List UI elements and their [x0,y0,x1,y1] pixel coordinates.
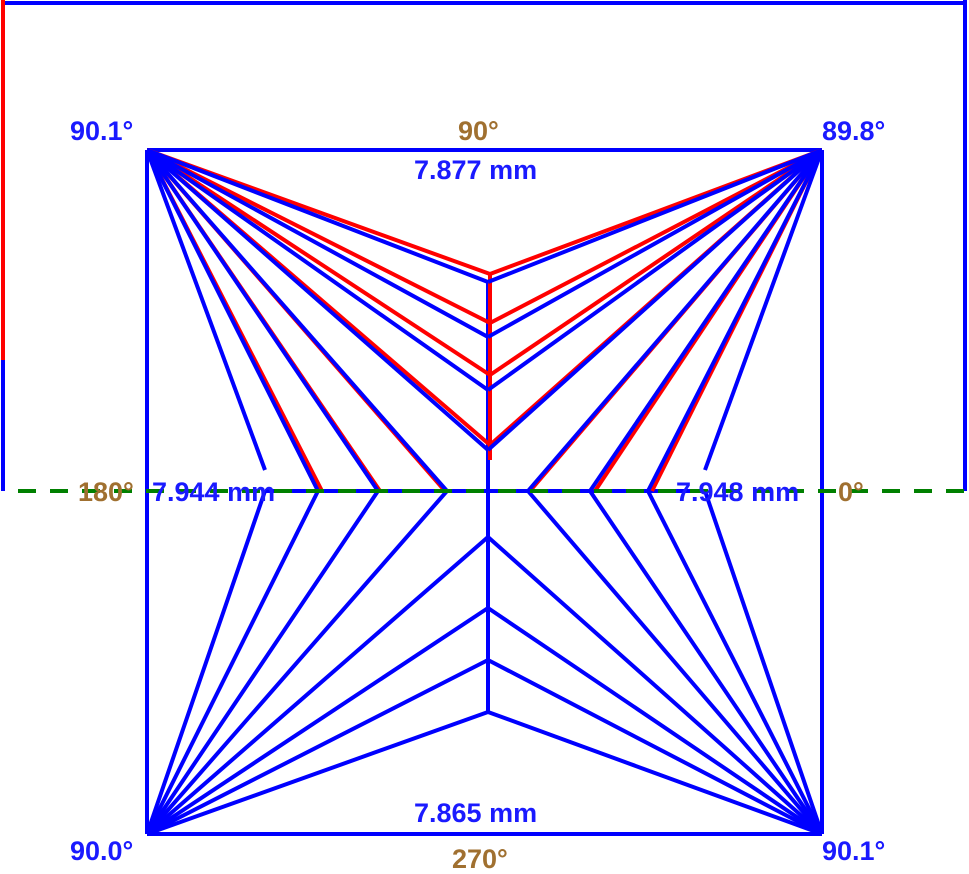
measured-ray [487,710,823,836]
measured-ray [487,658,823,836]
ref-ray [145,148,492,377]
measured-ray [146,658,489,836]
measured-ray [486,148,824,392]
measured-ray [145,149,320,492]
measured-ray [487,148,823,339]
measured-ray [703,149,824,471]
measured-ray [146,148,489,284]
measured-ray [146,710,489,836]
direction-label-left: 180° [78,477,134,507]
side-length-bottom: 7.865 mm [414,798,538,828]
measured-ray [145,489,380,836]
measured-ray [145,148,449,493]
corner-angle-top-right: 89.8° [822,116,886,146]
measured-ray [486,148,824,452]
measured-ray [486,606,824,836]
side-length-left: 7.944 mm [152,477,276,507]
measured-ray [526,148,824,493]
measured-ray [145,148,490,392]
side-length-top: 7.877 mm [414,155,538,185]
direction-label-bottom: 270° [452,844,508,874]
measured-ray [646,149,824,492]
measured-ray [703,490,824,835]
corner-angle-bottom-right: 90.1° [822,836,886,866]
measured-ray [146,148,489,339]
measured-ray [486,535,824,836]
direction-label-top: 90° [458,116,499,146]
measured-ray [145,148,380,493]
ref-ray [146,148,491,325]
measured-ray [487,148,823,284]
side-length-right: 7.948 mm [676,477,800,507]
direction-label-right: 0° [838,477,864,507]
measured-ray [145,489,449,836]
measured-ray [646,490,824,835]
measured-ray [588,148,824,493]
corner-angle-top-left: 90.1° [70,116,134,146]
measured-ray [145,490,320,835]
corner-angle-bottom-left: 90.0° [70,836,134,866]
measured-ray [145,535,490,836]
measured-ray [526,489,824,836]
measured-ray [145,606,490,836]
measured-ray [145,490,267,835]
measured-ray [588,489,824,836]
measured-ray [145,149,267,471]
measured-ray [145,148,490,452]
